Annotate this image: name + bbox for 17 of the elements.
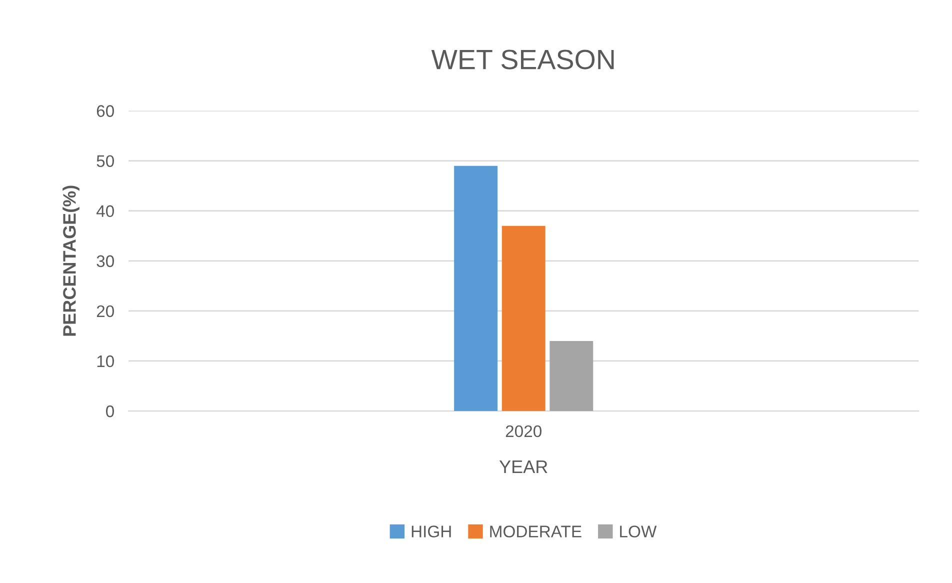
y-tick-label: 30 — [96, 255, 114, 268]
chart-title: WET SEASON — [431, 50, 614, 70]
y-tick-label: 40 — [96, 205, 114, 218]
legend-label: HIGH — [412, 526, 451, 538]
y-axis-title: PERCENTAGE(%) — [62, 186, 80, 336]
bar — [502, 226, 546, 412]
y-tick-label: 0 — [106, 405, 114, 418]
y-tick-label: 60 — [96, 105, 114, 117]
x-axis-title: YEAR — [499, 460, 548, 473]
y-tick-label: 50 — [96, 155, 114, 168]
x-tick-label: 2020 — [506, 425, 542, 438]
legend-label: MODERATE — [490, 526, 582, 538]
y-tick-label: 10 — [97, 355, 114, 368]
bar — [550, 340, 594, 412]
y-tick-label: 20 — [96, 305, 114, 318]
bar — [454, 166, 498, 412]
legend-label: LOW — [620, 526, 657, 538]
